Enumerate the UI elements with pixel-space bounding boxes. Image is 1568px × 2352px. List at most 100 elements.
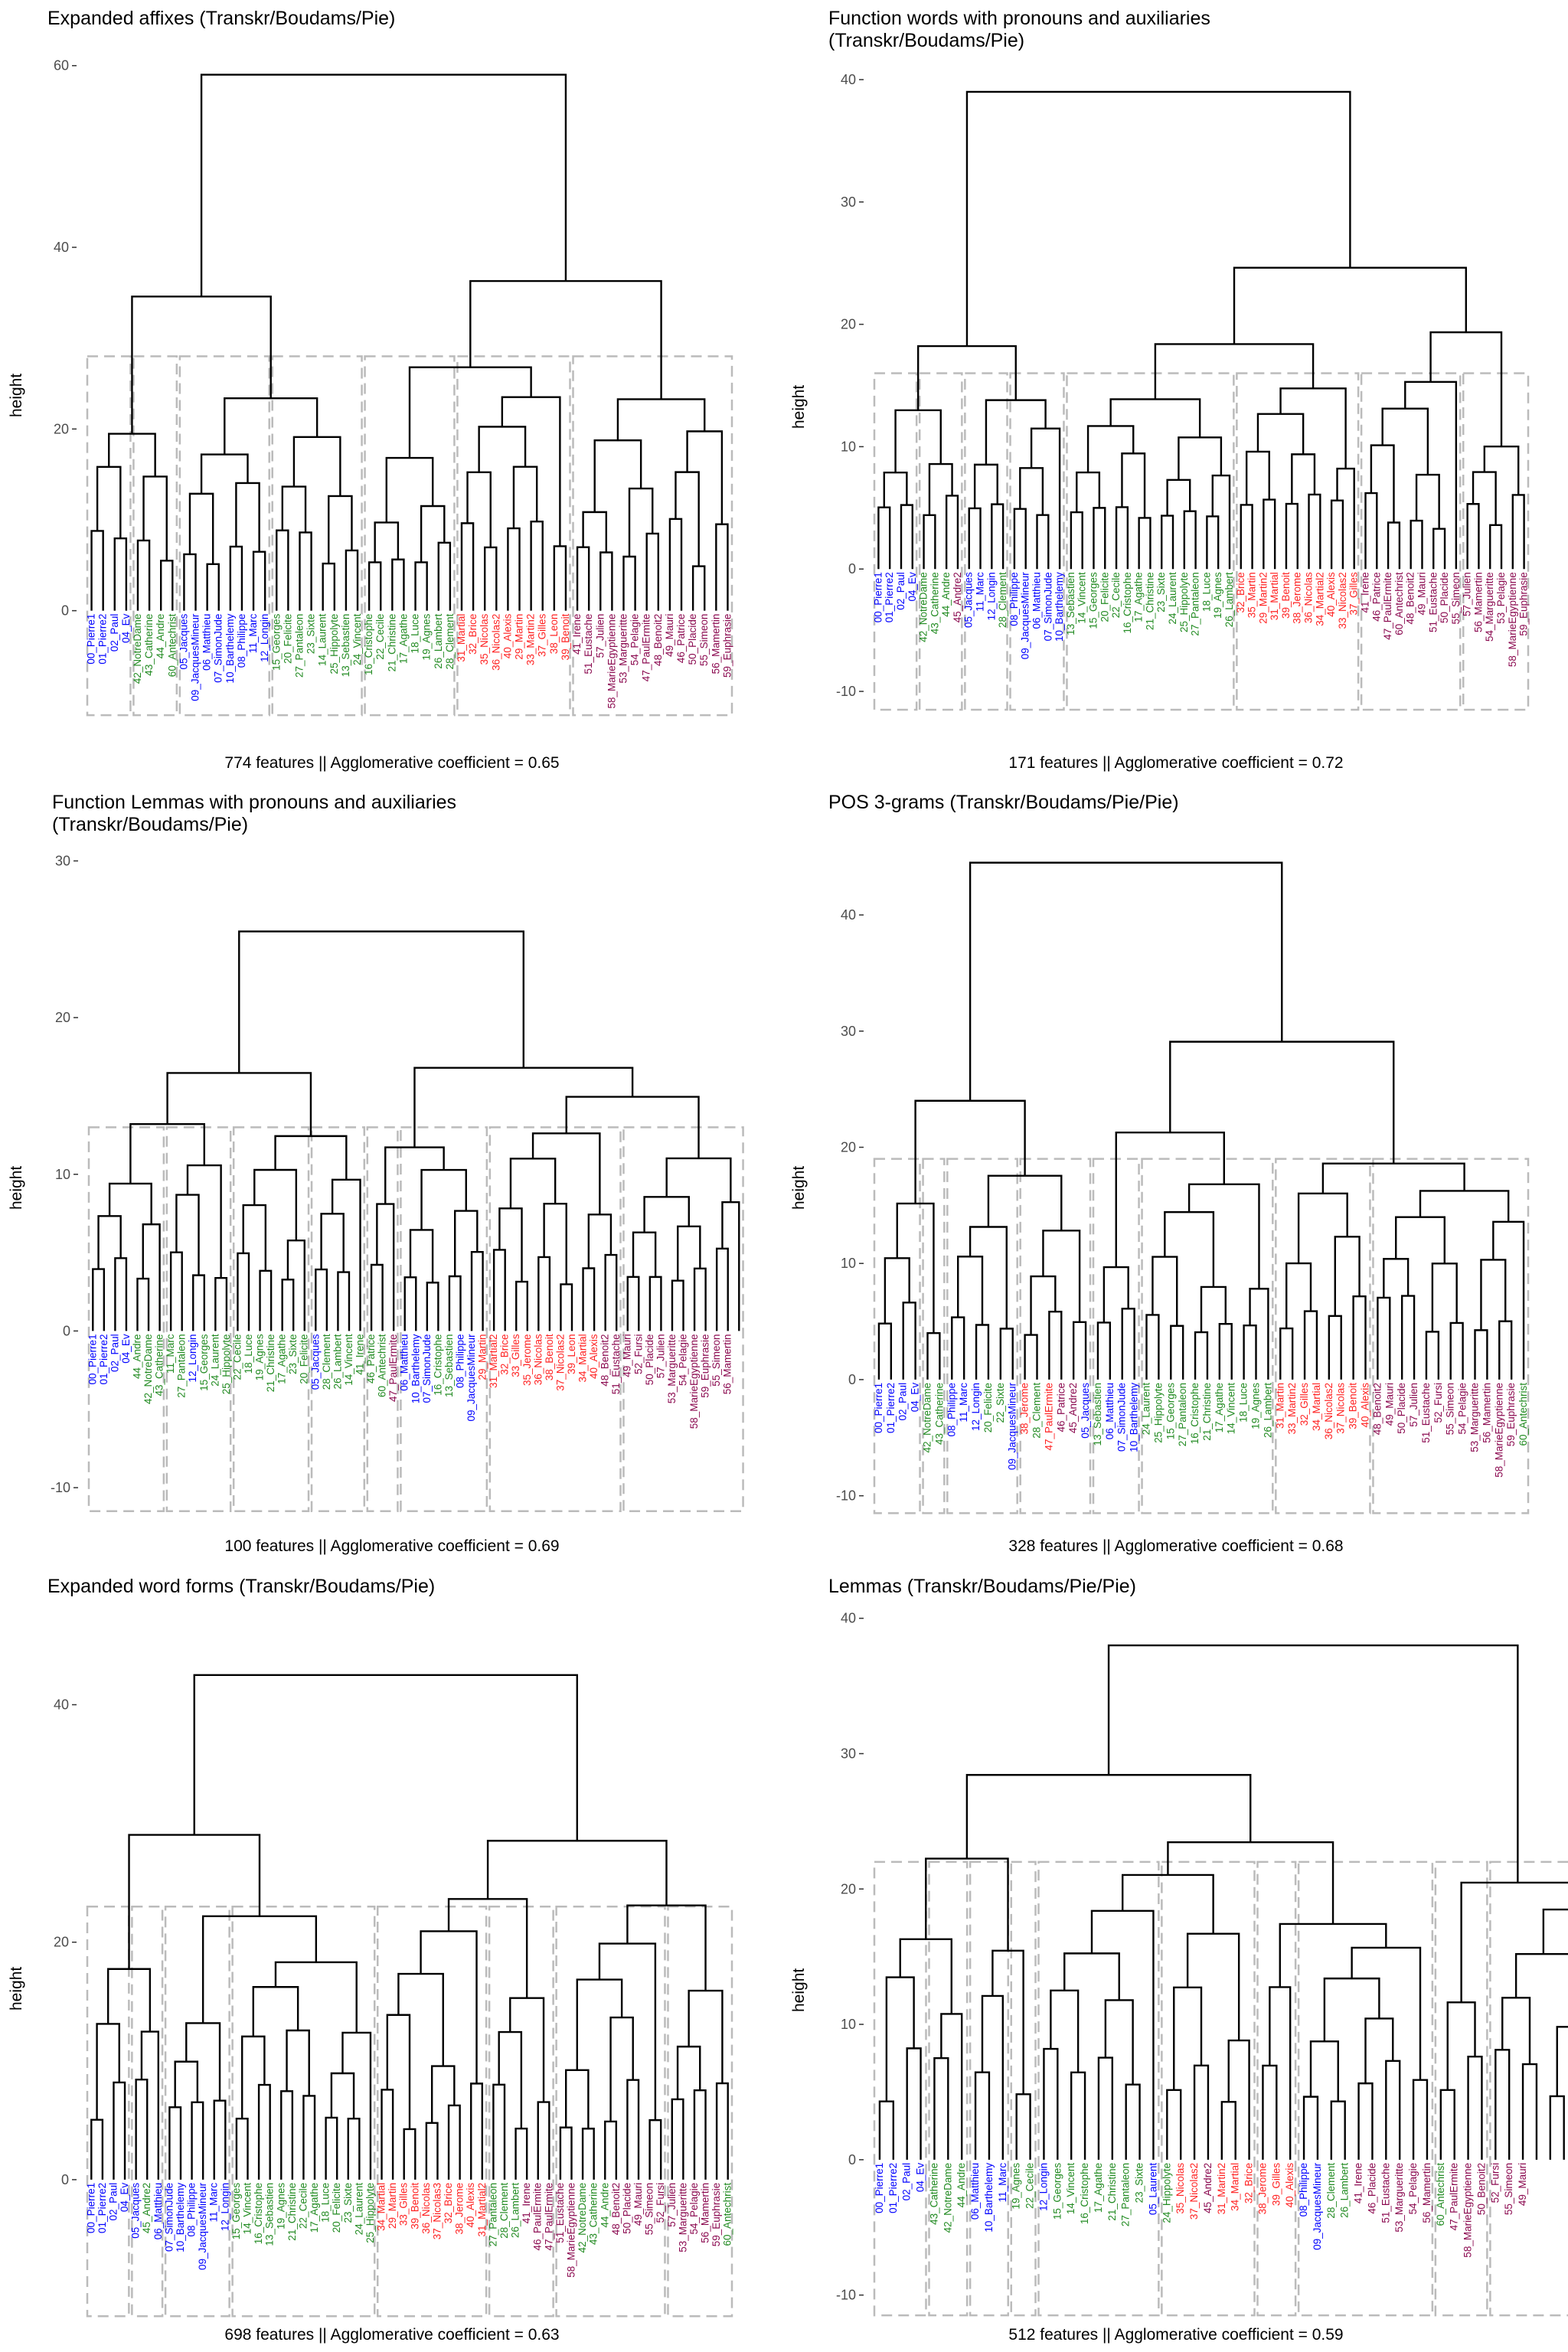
dendrogram-branch [537, 2101, 550, 2180]
dendrogram-branch [1218, 1322, 1233, 1380]
dendrogram-branch [1050, 1989, 1080, 2073]
leaf-label: 47_PaulErmite [1382, 572, 1393, 640]
dendrogram-branch [1193, 2064, 1210, 2160]
leaf-label: 27_Pantaleon [1120, 2163, 1132, 2226]
dendrogram-branch [975, 1324, 990, 1380]
leaf-label: 43_Catherine [143, 614, 155, 676]
leaf-label: 36_Nicolas2 [1323, 1383, 1334, 1439]
leaf-label: 18_Luce [243, 1334, 254, 1374]
dendrogram-branch [1194, 1331, 1209, 1380]
leaf-label: 25_Hippolyte [1152, 1383, 1164, 1443]
dendrogram-branch [985, 399, 1047, 465]
cluster-box [964, 372, 1008, 711]
leaf-label: 36_Nicolas2 [490, 614, 501, 671]
y-tick-label: 40 [54, 1697, 69, 1713]
dendrogram-branch [1096, 1321, 1112, 1380]
dendrogram-branch [969, 861, 1283, 1101]
leaf-label: 27_Pantaleon [293, 614, 305, 678]
leaf-label: 50_Benoit2 [1475, 2163, 1487, 2215]
leaf-label: 21_Christine [386, 614, 397, 672]
dendrogram-branch [96, 2023, 120, 2120]
leaf-label: 58_MarieEgyptienne [1462, 2163, 1474, 2258]
dendrogram-branch [1556, 2026, 1568, 2096]
leaf-label: 12_Longin [187, 1334, 198, 1382]
dendrogram-branch [1243, 1324, 1257, 1380]
leaf-label: 42_NotreDame [132, 614, 143, 684]
leaf-label: 07_SimonJude [213, 614, 224, 683]
leaf-label: 53_Pelagie [1495, 572, 1507, 624]
leaf-label: 53_Margueritte [617, 614, 629, 684]
leaf-label: 08_Philippe [186, 2183, 198, 2237]
dendrogram-branch [1086, 425, 1135, 473]
dendrogram-branch [1036, 514, 1050, 570]
leaf-label: 36_Nicolas [532, 1334, 544, 1385]
dendrogram-branch [315, 1268, 328, 1331]
dendrogram-branch [201, 1915, 318, 2024]
leaf-label: 38_Jerome [454, 2183, 466, 2235]
dendrogram-branch [191, 2101, 204, 2180]
dendrogram-branch [1109, 398, 1201, 438]
dendrogram-branch [688, 1989, 724, 2084]
leaf-label: 05_Jacques [130, 2183, 142, 2239]
dendrogram-branch [241, 2035, 266, 2119]
y-tick-label: 60 [54, 58, 69, 74]
dendrogram-branch [1385, 2060, 1401, 2160]
dendrogram-branch [973, 463, 998, 508]
cluster-box [164, 1905, 230, 2318]
dendrogram-branch [1542, 1908, 1568, 1955]
leaf-label: 26_Lambert [332, 1334, 343, 1389]
cluster-box [946, 1158, 1018, 1514]
leaf-label: 31_Martial2 [488, 1334, 499, 1388]
dendrogram-branch [1262, 2064, 1278, 2160]
dendrogram-branch [409, 1229, 434, 1283]
leaf-label: 09_JacquesMineur [1007, 1382, 1018, 1470]
leaf-label: 29_Martin [514, 614, 525, 660]
leaf-label: 31_Martial2 [476, 2183, 488, 2237]
leaf-label: 31_Martial [456, 614, 467, 662]
dendrogram-branch [108, 1182, 152, 1225]
leaf-label: 31_Martin2 [1216, 2163, 1227, 2215]
dendrogram-branch [884, 1257, 910, 1324]
leaf-label: 36_Nicolas [420, 2183, 432, 2234]
dendrogram-branch [878, 2100, 895, 2160]
leaf-label: 60_Antechrist [1393, 572, 1405, 635]
leaf-label: 56_Mamertin [700, 2183, 711, 2243]
leaf-label: 05_Jacques [963, 572, 975, 628]
cluster-box [918, 372, 963, 711]
dendrogram-branch [413, 1067, 634, 1148]
y-tick-label: 30 [55, 853, 70, 868]
dendrogram-branch [1285, 502, 1298, 570]
dendrogram-branch [384, 1146, 445, 1204]
dendrogram-branch [1240, 504, 1253, 570]
leaf-label: 59_Euphrasie [721, 614, 733, 678]
leaf-label: 23_Sixte [287, 1334, 299, 1374]
cluster-box [1462, 372, 1530, 711]
leaf-label: 01_Pierre2 [96, 2183, 108, 2233]
dendrogram-branch [1070, 511, 1083, 570]
dendrogram-branch [1501, 1997, 1531, 2065]
leaf-label: 46_Patrice [1370, 572, 1382, 622]
leaf-label: 48_Benoit2 [652, 614, 664, 666]
dendrogram-branch [142, 475, 168, 561]
leaf-label: 14_Vincent [1065, 2163, 1076, 2215]
dendrogram-branch [677, 1225, 701, 1281]
leaf-label: 49_Mauri [632, 2183, 644, 2226]
dendrogram-branch [1030, 427, 1061, 570]
leaf-label: 53_Margueritte [1393, 2163, 1405, 2233]
dendrogram-branch [252, 1986, 299, 2037]
leaf-label: 43_Catherine [933, 1383, 945, 1445]
dendrogram-branch [186, 1164, 222, 1279]
leaf-label: 51_Eustache [554, 2183, 566, 2243]
dendrogram-branch [337, 1271, 351, 1331]
leaf-label: 26_Lambert [433, 613, 444, 668]
leaf-label: 42_NotreDame [922, 1383, 933, 1453]
dendrogram-branch [945, 495, 959, 570]
dendrogram-branch [676, 2045, 701, 2099]
dendrogram-branch [668, 518, 683, 611]
leaf-label: 33_Martin2 [1286, 1383, 1298, 1435]
dendrogram-branch [1090, 1909, 1155, 2160]
leaf-label: 34_Martial [1311, 1383, 1322, 1431]
leaf-label: 60_Antechrist [166, 613, 178, 677]
leaf-label: 41_Irene [1360, 572, 1371, 612]
cluster-box [1372, 1158, 1530, 1514]
